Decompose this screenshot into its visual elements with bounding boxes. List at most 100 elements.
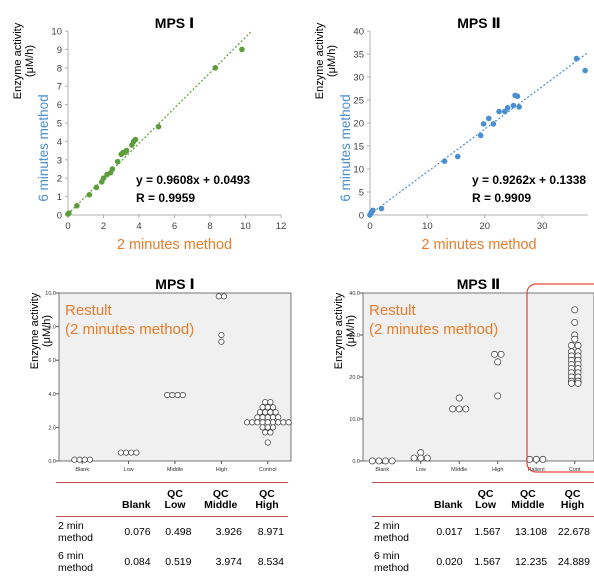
mps1-results-dot — [259, 404, 266, 411]
mps2-results-x-tick-label: Cont — [569, 467, 581, 473]
mps1-results-dot — [267, 409, 274, 416]
mps1-results-dot — [264, 424, 271, 431]
mps1-results-dot — [256, 409, 264, 416]
mps1-results-dot — [81, 456, 88, 463]
mps2-results-dot — [423, 454, 431, 462]
mps2-regression-point — [477, 132, 484, 139]
mps1-regression-r-value: R = 0.9959 — [136, 191, 195, 205]
mps1-regression-x-tick-label: 2 — [101, 221, 106, 232]
mps1-table-header: QC Low — [154, 482, 196, 517]
mps1-regression-x-tick-label: 4 — [136, 221, 141, 232]
mps1-results-dot — [275, 419, 282, 426]
mps2-regression-point — [370, 207, 376, 214]
mps1-results-dot — [254, 419, 261, 426]
mps2-regression-point — [485, 115, 492, 122]
mps1-results-overlay-line2: (2 minutes method) — [65, 321, 194, 338]
mps1-regression-point — [155, 123, 162, 130]
mps2-regression-point — [514, 93, 521, 100]
mps1-results-x-tick-label: Control — [259, 467, 277, 473]
mps1-regression-point — [239, 46, 245, 53]
mps1-results-dot — [71, 456, 78, 463]
mps2-results-x-tick-label: Blank — [375, 467, 389, 473]
mps1-table: Blank QC Low QC Middle QC High 2 min met… — [56, 482, 288, 577]
mps2-results-y-tick-label: 30.0 — [349, 333, 360, 339]
mps1-results-overlay-line1: Restult — [65, 302, 113, 319]
mps1-results-dot — [262, 429, 269, 436]
mps2-results-x-tick-label: Low — [416, 467, 426, 473]
mps2-results-x-tick-label: Middle — [451, 467, 467, 473]
mps2-regression-title: MPS Ⅱ — [457, 15, 500, 31]
mps1-results-x-tick-label: Blank — [75, 467, 89, 473]
mps2-results-dot — [462, 405, 470, 413]
mps1-table-cell: 3.974 — [215, 556, 242, 568]
mps1-results-dot — [249, 419, 256, 426]
mps1-table-cell: 0.519 — [165, 556, 192, 568]
mps1-results-dot — [269, 419, 277, 426]
mps1-regression-x-tick-label: 12 — [276, 221, 287, 232]
mps1-regression-point — [66, 210, 72, 216]
mps1-results-x-tick-label: Middle — [167, 467, 183, 473]
mps2-regression-point — [496, 108, 502, 115]
mps1-results-dot — [280, 419, 287, 426]
mps1-results-dot — [259, 414, 266, 421]
mps2-results-dot — [539, 455, 547, 463]
mps1-results-y-tick-label: 4.0 — [48, 392, 56, 398]
mps1-table-cell: 0.084 — [124, 556, 151, 568]
mps2-results-dot — [494, 358, 502, 366]
mps2-results-dot — [571, 318, 579, 326]
mps2-regression-point — [573, 55, 580, 62]
mps2-table: Blank QC Low QC Middle QC High 2 min met… — [372, 482, 594, 577]
mps2-regression-y-tick-label: 40 — [353, 27, 364, 38]
mps2-results-overlay-line2: (2 minutes method) — [369, 321, 498, 338]
mps1-regression-title: MPS Ⅰ — [155, 15, 194, 31]
mps2-regression-y-tick-label: 10 — [353, 165, 364, 176]
mps1-regression-point — [93, 184, 100, 191]
mps1-results-dot — [259, 419, 266, 426]
mps1-results-dot — [272, 409, 279, 416]
mps2-results-y-tick-label: 10.0 — [349, 417, 360, 423]
mps2-regression-trendline — [369, 52, 589, 215]
mps2-table-row-label: 6 min method — [374, 550, 410, 574]
mps1-regression-point — [212, 65, 219, 71]
mps2-regression-point — [510, 102, 517, 109]
mps2-table-cell: 24.889 — [557, 556, 590, 568]
mps1-regression-y-label: Enzyme activity — [12, 22, 24, 99]
mps1-regression-y-tick-label: 7 — [57, 82, 62, 93]
mps1-regression-y-tick-label: 3 — [57, 155, 62, 166]
mps2-results-dot — [449, 405, 457, 413]
mps2-results-dot — [497, 350, 505, 358]
mps2-table-corner — [372, 482, 430, 517]
mps2-table-row-label: 2 min method — [374, 520, 410, 544]
mps1-regression-y-tick-label: 5 — [57, 119, 62, 130]
mps1-results-plot-area — [58, 292, 292, 462]
mps1-results-y-tick-label: 6.0 — [48, 358, 56, 364]
mps1-regression-trendline — [67, 30, 253, 215]
mps2-table-cell: 1.567 — [474, 526, 501, 538]
mps1-results-dot — [285, 419, 292, 426]
mps2-results-dot — [410, 454, 418, 462]
mps1-results-x-tick-label: Low — [124, 467, 134, 473]
mps2-regression-point — [490, 121, 497, 127]
mps2-results-x-tick-label: Patient — [528, 467, 546, 473]
mps1-regression-y-tick-label: 4 — [57, 137, 62, 148]
mps1-results-dot — [264, 419, 271, 426]
mps1-results-dot — [264, 439, 271, 446]
mps2-results-dot — [574, 342, 582, 349]
mps2-results-dot — [494, 392, 502, 400]
mps2-results-dot — [574, 379, 582, 387]
mps1-results-dot — [122, 449, 130, 456]
mps1-results-dot — [259, 424, 266, 431]
mps2-regression-r-value: R = 0.9909 — [472, 191, 531, 205]
mps1-regression-point — [100, 175, 107, 181]
mps2-regression-equation: y = 0.9262x + 0.1338 — [472, 173, 586, 187]
mps2-table-cell: 22.678 — [557, 526, 590, 538]
mps2-results-y-tick-label: 20.0 — [349, 375, 360, 381]
mps1-results-y-tick-label: 8.0 — [48, 325, 56, 331]
mps1-results-dot — [243, 419, 251, 426]
mps1-table-cell: 0.498 — [165, 526, 192, 538]
mps1-results-dot — [117, 449, 124, 456]
mps1-table-cell: 8.534 — [257, 556, 284, 568]
mps1-table-cell: 0.076 — [124, 526, 151, 538]
mps1-results-dot — [269, 404, 277, 411]
